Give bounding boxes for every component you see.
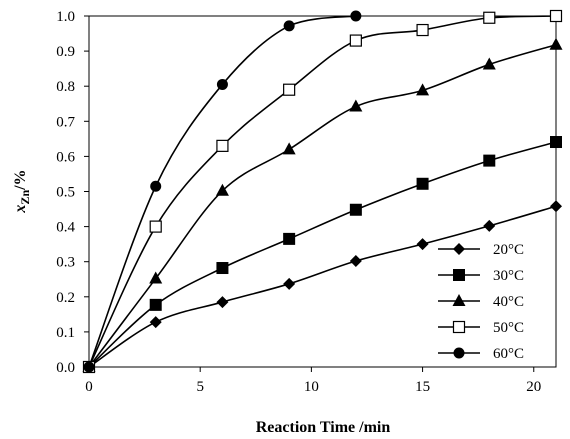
legend-label: 30°C <box>493 268 524 284</box>
legend-marker <box>452 294 466 306</box>
y-tick-label: 0.1 <box>56 325 75 341</box>
y-tick-label: 0.5 <box>56 185 75 201</box>
legend-marker <box>453 243 465 255</box>
data-point-series-3 <box>416 23 429 37</box>
x-tick-label: 5 <box>196 379 204 395</box>
y-tick-label: 0.3 <box>56 255 75 271</box>
data-point-series-2 <box>282 142 296 155</box>
data-point-series-3 <box>483 11 496 24</box>
x-axis-title: Reaction Time /min <box>256 419 391 436</box>
data-point-series-1 <box>416 177 429 190</box>
y-tick-label: 0.6 <box>56 149 75 165</box>
data-point-series-1 <box>483 154 496 167</box>
legend: 20°C 30°C 40°C 50°C 60°C <box>438 242 524 362</box>
y-tick-label: 0.2 <box>56 290 75 306</box>
series-line-4 <box>88 15 356 368</box>
data-point-series-1 <box>149 298 162 311</box>
data-point-series-0 <box>283 277 296 290</box>
data-point-series-2 <box>416 83 430 96</box>
data-point-series-1 <box>283 232 296 245</box>
y-axis-title: xZn/% <box>12 169 32 213</box>
y-tick-label: 0.9 <box>56 44 75 60</box>
legend-marker <box>453 269 465 281</box>
data-point-series-3 <box>349 34 362 47</box>
data-point-series-3 <box>549 9 563 23</box>
legend-marker <box>453 347 465 359</box>
legend-label: 40°C <box>493 294 524 310</box>
data-point-series-4 <box>150 180 162 192</box>
data-point-series-0 <box>416 238 429 251</box>
data-point-series-3 <box>216 139 229 152</box>
data-point-series-0 <box>550 200 562 213</box>
x-tick-label: 15 <box>415 379 430 395</box>
data-point-series-2 <box>549 37 563 50</box>
x-tick-label: 10 <box>304 379 319 395</box>
data-point-series-4 <box>283 20 295 32</box>
series-line-0 <box>88 205 557 368</box>
data-point-series-1 <box>550 136 562 149</box>
data-point-series-0 <box>149 316 162 329</box>
y-tick-label: 0.7 <box>56 114 75 130</box>
data-point-series-0 <box>483 219 496 232</box>
legend-label: 50°C <box>493 320 524 336</box>
series-line-2 <box>88 44 557 368</box>
data-point-series-4 <box>350 10 362 22</box>
y-tick-label: 1.0 <box>56 9 75 25</box>
data-point-series-3 <box>149 220 162 233</box>
data-point-series-2 <box>349 99 363 112</box>
data-point-series-4 <box>216 78 228 90</box>
legend-label: 20°C <box>493 242 524 258</box>
data-point-series-2 <box>482 57 496 70</box>
data-point-series-1 <box>216 262 229 275</box>
y-axis-title-unit: /% <box>12 169 29 190</box>
y-tick-label: 0.4 <box>56 220 75 236</box>
data-point-series-4 <box>83 361 95 373</box>
y-axis-title-main: x <box>12 205 29 214</box>
x-tick-label: 20 <box>526 379 541 395</box>
x-tick-label: 0 <box>85 379 93 395</box>
y-tick-label: 0.8 <box>56 79 75 95</box>
y-axis-title-sub: Zn <box>18 190 32 205</box>
series-line-1 <box>88 141 557 368</box>
legend-label: 60°C <box>493 346 524 362</box>
data-point-series-2 <box>215 183 229 196</box>
y-tick-label: 0.0 <box>56 360 75 376</box>
legend-marker <box>452 320 466 334</box>
data-point-series-1 <box>349 203 362 216</box>
data-point-series-0 <box>216 296 229 309</box>
data-point-series-0 <box>349 254 362 267</box>
data-point-series-2 <box>149 271 163 284</box>
data-point-series-3 <box>283 83 296 96</box>
